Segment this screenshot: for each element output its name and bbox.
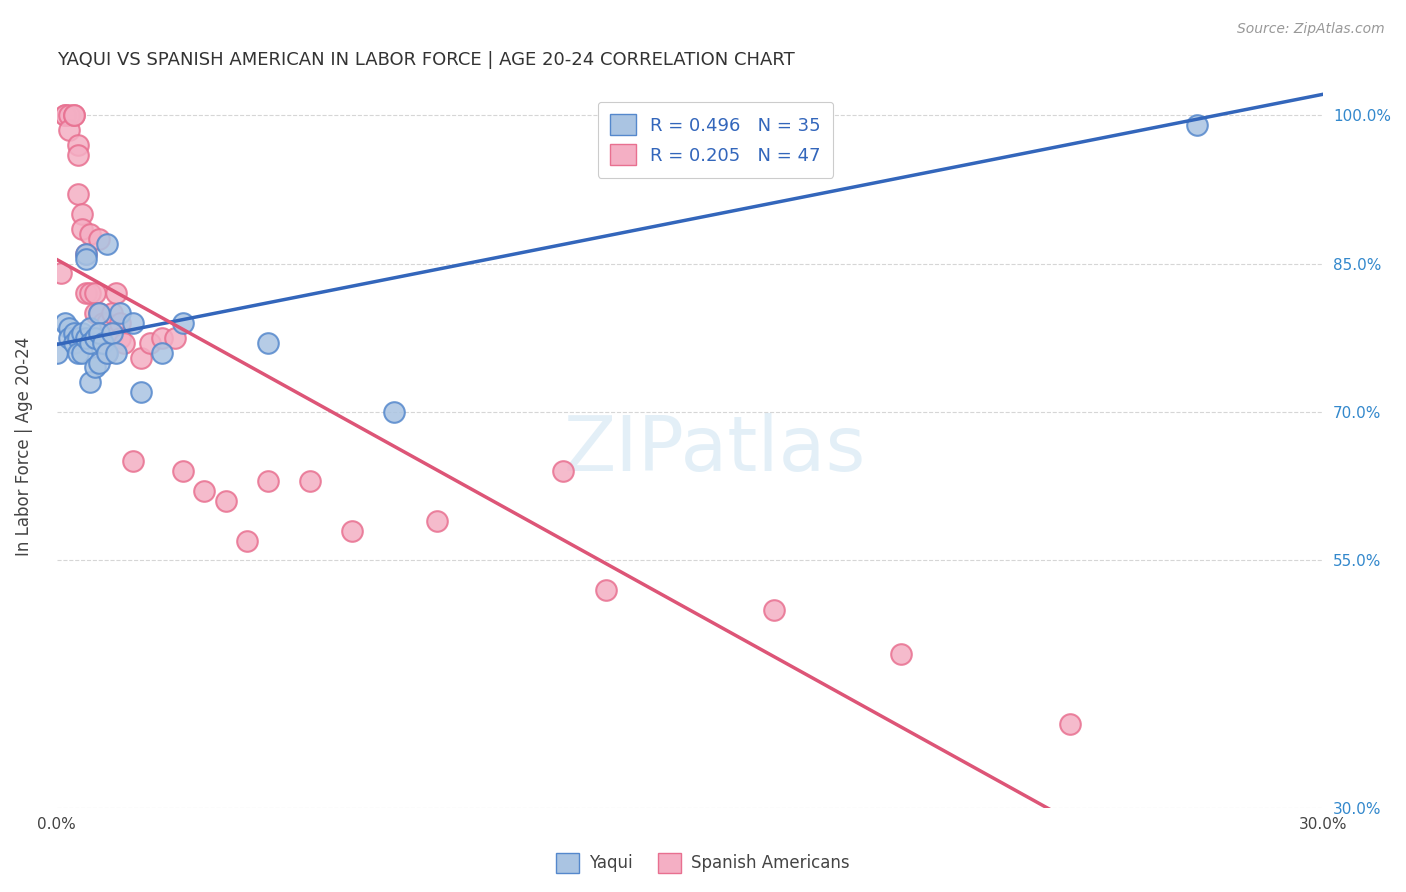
Point bbox=[75, 286, 97, 301]
Point bbox=[298, 474, 321, 488]
Point bbox=[96, 345, 118, 359]
Point bbox=[62, 108, 84, 122]
Point bbox=[70, 345, 93, 359]
Point bbox=[256, 474, 278, 488]
Point bbox=[75, 246, 97, 260]
Point bbox=[129, 385, 152, 400]
Point bbox=[83, 286, 105, 301]
Point bbox=[83, 306, 105, 320]
Text: YAQUI VS SPANISH AMERICAN IN LABOR FORCE | AGE 20-24 CORRELATION CHART: YAQUI VS SPANISH AMERICAN IN LABOR FORCE… bbox=[56, 51, 794, 69]
Point bbox=[426, 514, 449, 528]
Point bbox=[172, 316, 194, 330]
Point bbox=[66, 137, 89, 152]
Point bbox=[79, 335, 101, 350]
Point bbox=[96, 316, 118, 330]
Point bbox=[104, 286, 127, 301]
Point bbox=[87, 306, 110, 320]
Point bbox=[214, 494, 236, 508]
Point bbox=[66, 187, 89, 202]
Point bbox=[62, 108, 84, 122]
Point bbox=[70, 207, 93, 221]
Text: ZIPatlas: ZIPatlas bbox=[564, 413, 866, 487]
Point bbox=[91, 335, 114, 350]
Point bbox=[138, 335, 160, 350]
Point bbox=[49, 267, 72, 281]
Point bbox=[553, 464, 575, 478]
Point bbox=[100, 331, 122, 345]
Point bbox=[66, 331, 89, 345]
Point bbox=[890, 648, 912, 662]
Point bbox=[108, 306, 131, 320]
Point bbox=[256, 335, 278, 350]
Point bbox=[100, 306, 122, 320]
Point bbox=[70, 326, 93, 340]
Point bbox=[384, 405, 406, 419]
Point bbox=[79, 376, 101, 390]
Point bbox=[1059, 716, 1081, 731]
Point bbox=[1185, 118, 1208, 132]
Point bbox=[53, 108, 76, 122]
Point bbox=[87, 355, 110, 369]
Point bbox=[87, 306, 110, 320]
Point bbox=[66, 147, 89, 161]
Point bbox=[108, 316, 131, 330]
Point bbox=[79, 286, 101, 301]
Y-axis label: In Labor Force | Age 20-24: In Labor Force | Age 20-24 bbox=[15, 337, 32, 557]
Point bbox=[66, 345, 89, 359]
Point bbox=[96, 236, 118, 251]
Text: Source: ZipAtlas.com: Source: ZipAtlas.com bbox=[1237, 22, 1385, 37]
Point bbox=[83, 360, 105, 375]
Point bbox=[87, 232, 110, 246]
Point bbox=[75, 252, 97, 266]
Point bbox=[340, 524, 363, 538]
Point bbox=[121, 316, 143, 330]
Point bbox=[172, 464, 194, 478]
Point bbox=[129, 351, 152, 365]
Point bbox=[763, 108, 786, 122]
Point bbox=[595, 582, 617, 597]
Point bbox=[79, 321, 101, 335]
Point bbox=[763, 603, 786, 617]
Point bbox=[58, 123, 80, 137]
Point bbox=[96, 345, 118, 359]
Point bbox=[150, 345, 173, 359]
Point bbox=[87, 326, 110, 340]
Point bbox=[53, 316, 76, 330]
Point bbox=[193, 484, 215, 499]
Legend: Yaqui, Spanish Americans: Yaqui, Spanish Americans bbox=[550, 847, 856, 880]
Point bbox=[112, 335, 135, 350]
Point bbox=[53, 108, 76, 122]
Point bbox=[150, 331, 173, 345]
Point bbox=[91, 316, 114, 330]
Legend: R = 0.496   N = 35, R = 0.205   N = 47: R = 0.496 N = 35, R = 0.205 N = 47 bbox=[598, 102, 834, 178]
Point bbox=[108, 331, 131, 345]
Point bbox=[58, 331, 80, 345]
Point bbox=[83, 331, 105, 345]
Point bbox=[235, 533, 257, 548]
Point bbox=[100, 326, 122, 340]
Point bbox=[79, 227, 101, 241]
Point bbox=[163, 331, 186, 345]
Point bbox=[62, 335, 84, 350]
Point bbox=[121, 454, 143, 468]
Point bbox=[75, 331, 97, 345]
Point bbox=[45, 345, 67, 359]
Point bbox=[104, 345, 127, 359]
Point bbox=[58, 321, 80, 335]
Point bbox=[70, 222, 93, 236]
Point bbox=[75, 246, 97, 260]
Point bbox=[58, 108, 80, 122]
Point bbox=[62, 326, 84, 340]
